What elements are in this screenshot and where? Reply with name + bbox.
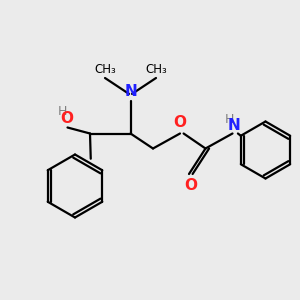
Text: CH₃: CH₃ [94, 63, 116, 76]
Text: H: H [57, 105, 67, 118]
Text: O: O [60, 111, 73, 126]
Text: CH₃: CH₃ [145, 63, 167, 76]
Text: O: O [184, 178, 197, 193]
Text: N: N [228, 118, 240, 134]
Text: H: H [225, 113, 234, 126]
Text: O: O [173, 115, 187, 130]
Text: N: N [124, 84, 137, 99]
